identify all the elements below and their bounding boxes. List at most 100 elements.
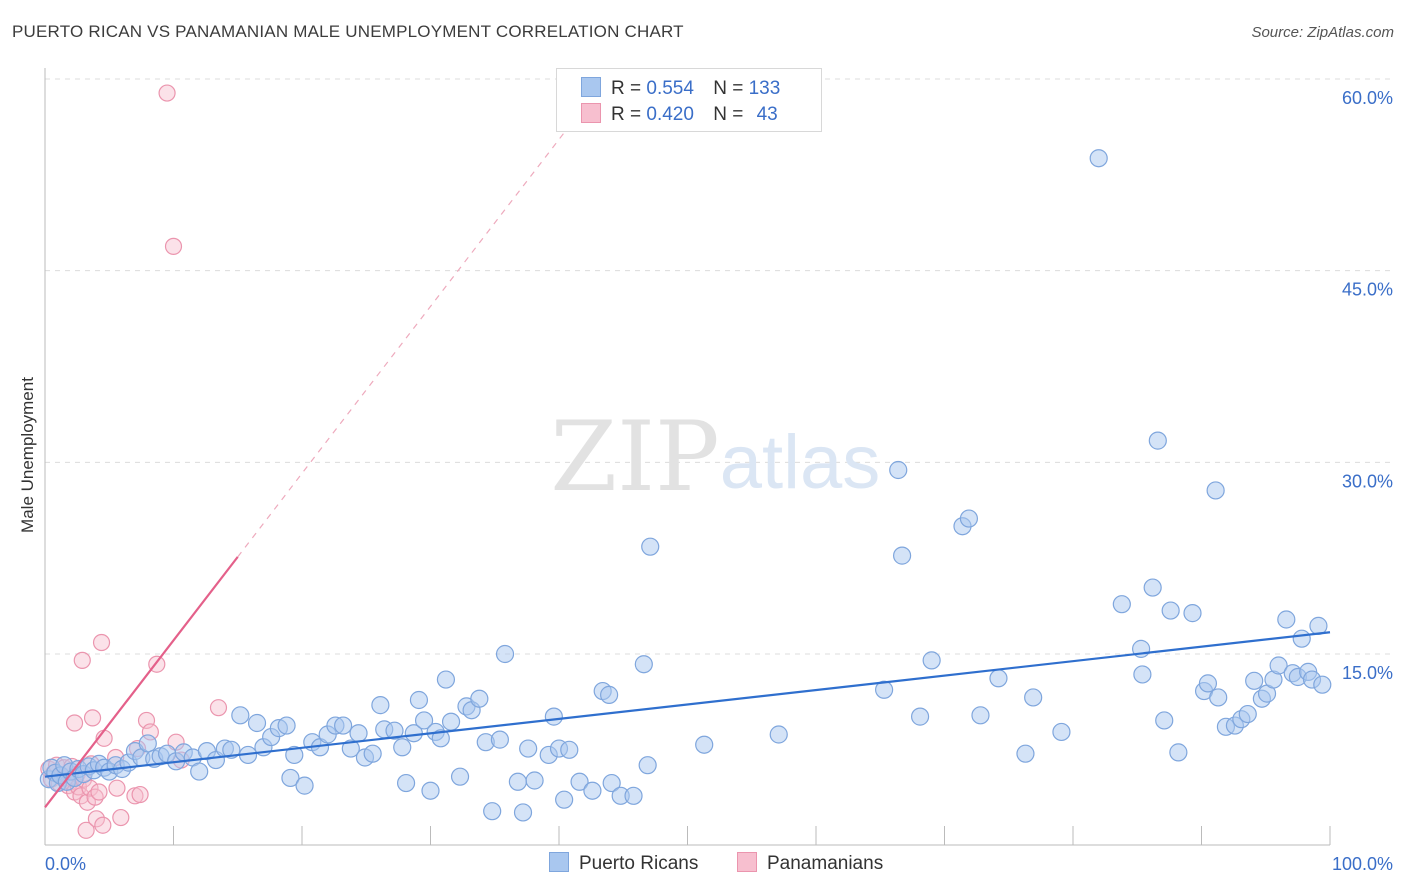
puerto-rican-point [450, 767, 470, 786]
chart-title: PUERTO RICAN VS PANAMANIAN MALE UNEMPLOY… [12, 22, 684, 41]
panamanian-point [73, 651, 91, 669]
puerto-rican-point [385, 721, 404, 740]
puerto-rican-point [1206, 481, 1225, 500]
y-tick-label: 45.0% [1342, 280, 1393, 300]
grid-lines [45, 78, 1393, 655]
puerto-rican-point [971, 706, 990, 725]
puerto-rican-point [583, 781, 602, 800]
panamanians-points [40, 84, 228, 839]
puerto-rican-point [490, 730, 509, 749]
puerto-rican-point [1313, 675, 1332, 694]
puerto-rican-point [1133, 665, 1152, 684]
puerto-rican-point [431, 729, 450, 748]
panamanians-trend-extension [237, 72, 611, 558]
puerto-rican-point [421, 781, 440, 800]
puerto-rican-point [414, 711, 434, 730]
puerto-rican-point [277, 716, 296, 735]
puerto-rican-point [1112, 595, 1131, 614]
panamanian-point [108, 779, 126, 797]
panamanian-point [92, 633, 111, 652]
puerto-rican-point [231, 706, 250, 725]
r-label: R = [611, 104, 642, 125]
panamanian-point [209, 699, 228, 717]
panamanian-point [158, 84, 176, 102]
puerto-rican-point [190, 762, 209, 781]
puerto-rican-point [989, 669, 1008, 688]
legend-swatch-pink [581, 103, 601, 123]
puerto-rican-point [341, 739, 360, 758]
puerto-rican-point [634, 655, 653, 674]
legend-label: Panamanians [767, 853, 884, 874]
puerto-ricans-trend-line [44, 631, 1331, 778]
panamanian-point [112, 808, 130, 827]
r-value: 0.554 [646, 78, 694, 99]
puerto-rican-point [1169, 743, 1188, 762]
puerto-rican-point [363, 744, 382, 763]
puerto-rican-point [295, 776, 314, 795]
legend-swatch-blue [549, 852, 569, 872]
panamanian-point [83, 709, 102, 727]
puerto-rican-point [1269, 656, 1288, 675]
n-value: 133 [748, 78, 781, 99]
watermark-atlas: atlas [720, 420, 881, 505]
puerto-rican-point [470, 689, 489, 708]
y-tick-label: 60.0% [1342, 88, 1393, 108]
puerto-rican-point [519, 739, 538, 758]
n-label: N = [713, 78, 744, 99]
puerto-rican-point [1198, 674, 1218, 693]
source-label: Source: ZipAtlas.com [1251, 24, 1394, 41]
watermark: ZIP atlas [550, 401, 880, 513]
tick-labels: 15.0% 30.0% 45.0% 60.0% 0.0% 100.0% [45, 88, 1393, 874]
puerto-rican-point [483, 802, 502, 821]
puerto-rican-point [334, 716, 353, 735]
puerto-rican-point [641, 537, 660, 556]
x-tick-label-max: 100.0% [1332, 854, 1393, 874]
correlation-legend: R = 0.554 N = 133 R = 0.420 N = 43 [556, 68, 822, 132]
puerto-rican-point [513, 803, 533, 822]
puerto-rican-point [1183, 604, 1202, 623]
puerto-rican-point [281, 768, 300, 788]
panamanian-point [131, 785, 149, 804]
puerto-rican-point [959, 509, 979, 528]
trend-lines [44, 72, 1331, 809]
panamanian-point [77, 821, 95, 839]
y-tick-label: 30.0% [1342, 471, 1393, 491]
puerto-rican-point [1209, 688, 1228, 707]
puerto-rican-point [1238, 704, 1257, 724]
panamanian-point [164, 237, 183, 255]
r-label: R = [611, 78, 642, 99]
puerto-rican-point [695, 735, 714, 754]
puerto-rican-point [138, 734, 157, 753]
puerto-rican-point [508, 772, 527, 791]
puerto-rican-point [495, 644, 515, 664]
n-label: N = [713, 104, 744, 125]
puerto-rican-point [910, 707, 930, 726]
panamanian-point [90, 783, 108, 801]
puerto-rican-point [349, 724, 368, 743]
puerto-rican-point [525, 771, 544, 790]
panamanians-trend-line [44, 556, 239, 809]
puerto-rican-point [769, 725, 788, 744]
y-tick-label: 15.0% [1342, 663, 1393, 683]
puerto-rican-point [396, 773, 416, 793]
puerto-rican-point [544, 707, 563, 726]
puerto-rican-point [560, 740, 579, 759]
legend-swatch-blue [581, 77, 601, 97]
puerto-rican-point [371, 696, 390, 715]
puerto-rican-point [409, 690, 429, 710]
puerto-rican-point [441, 712, 461, 731]
puerto-rican-point [436, 670, 456, 689]
puerto-rican-point [247, 713, 267, 733]
puerto-rican-point [1148, 431, 1167, 450]
puerto-rican-point [1155, 711, 1174, 730]
x-tick-label-min: 0.0% [45, 854, 86, 874]
legend-item-panamanians: Panamanians [737, 852, 883, 875]
puerto-rican-point [1277, 610, 1296, 629]
puerto-rican-point [1161, 601, 1180, 620]
puerto-rican-point [285, 745, 304, 765]
puerto-rican-point [1143, 578, 1162, 597]
legend-row-puerto-ricans: R = 0.554 N = 133 [581, 77, 780, 99]
puerto-rican-point [600, 685, 619, 704]
watermark-zip: ZIP [550, 401, 719, 513]
